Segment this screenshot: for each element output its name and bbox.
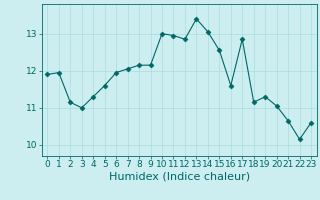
X-axis label: Humidex (Indice chaleur): Humidex (Indice chaleur) xyxy=(108,172,250,182)
